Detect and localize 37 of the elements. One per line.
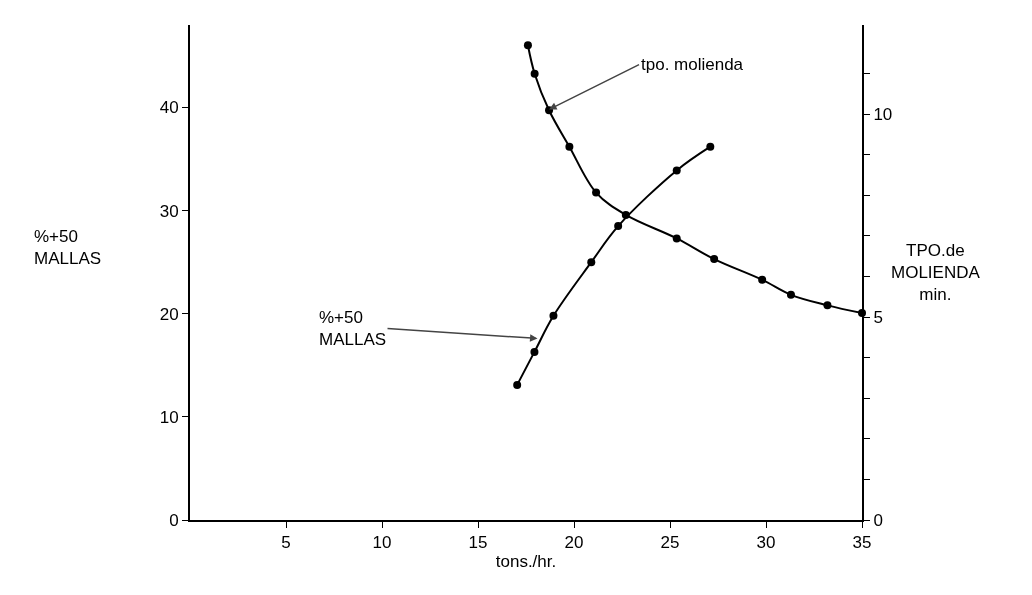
point [786,290,795,299]
point [523,41,532,50]
point [621,210,630,219]
x-tick-label: 10 [372,533,392,553]
y-tick-label: 30 [159,201,179,221]
point [672,234,681,243]
y-tick-label: 10 [159,407,179,427]
x-tick-label: 30 [756,533,776,553]
point [823,301,832,310]
annotation: %+50 MALLAS [319,308,387,350]
point [549,311,558,320]
y-tick-label: 40 [159,98,179,118]
y-tick-label: 0 [169,510,179,530]
point [530,347,539,356]
point [592,188,601,197]
y2-axis-title: TPO.de MOLIENDA min. [891,241,981,305]
point [587,258,596,267]
point [672,166,681,175]
point [614,222,623,231]
y2-tick-label: 10 [873,105,893,125]
point [758,275,767,284]
x-tick-label: 35 [852,533,872,553]
point [565,142,574,151]
x-tick-label: 15 [468,533,488,553]
point [706,142,715,151]
point [513,380,522,389]
x-tick-label: 20 [564,533,584,553]
y2-tick-label: 5 [873,308,883,328]
point [530,69,539,78]
point [710,255,719,264]
y2-tick-label: 0 [873,510,883,530]
x-tick-label: 5 [281,533,291,553]
y-tick-label: 20 [159,304,179,324]
x-tick-label: 25 [660,533,680,553]
y-axis-title: %+50 MALLAS [34,227,102,269]
annotation: tpo. molienda [641,55,744,74]
x-axis-title: tons./hr. [495,552,557,572]
